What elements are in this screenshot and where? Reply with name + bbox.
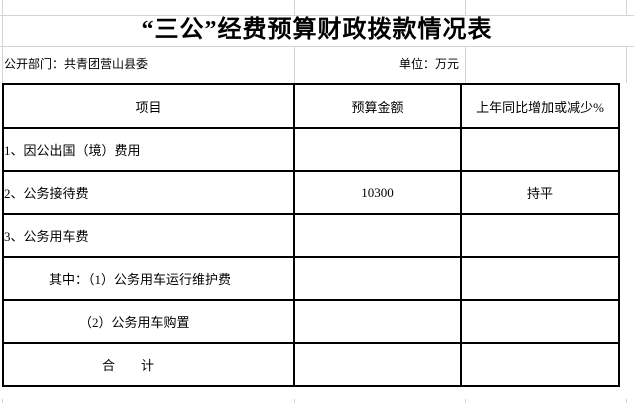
table-row: 2、公务接待费 10300 持平 xyxy=(2,170,620,215)
gridline xyxy=(465,0,466,15)
budget-cell xyxy=(293,299,462,344)
unit-label: 单位：万元 xyxy=(398,57,459,71)
gridline xyxy=(0,46,634,47)
gridline xyxy=(294,0,295,15)
gridline xyxy=(465,46,466,83)
budget-cell xyxy=(293,342,462,387)
item-cell: （2）公务用车购置 xyxy=(2,299,295,344)
gridline xyxy=(626,46,627,83)
gridline xyxy=(2,0,3,15)
table-row-total: 合 计 xyxy=(2,342,620,387)
item-cell: 2、公务接待费 xyxy=(2,170,295,215)
gridline xyxy=(2,399,3,403)
budget-cell xyxy=(293,256,462,301)
table-row: 3、公务用车费 xyxy=(2,213,620,258)
item-cell: 合 计 xyxy=(2,342,295,387)
yoy-cell: 持平 xyxy=(460,170,620,215)
yoy-cell xyxy=(460,213,620,258)
yoy-cell xyxy=(460,127,620,172)
budget-cell xyxy=(293,213,462,258)
gridline xyxy=(294,399,295,403)
gridline xyxy=(2,46,3,83)
gridline xyxy=(626,0,627,15)
yoy-cell xyxy=(460,299,620,344)
yoy-cell xyxy=(460,342,620,387)
budget-cell: 10300 xyxy=(293,170,462,215)
item-cell: 其中：（1）公务用车运行维护费 xyxy=(2,256,295,301)
table-row: 其中：（1）公务用车运行维护费 xyxy=(2,256,620,301)
gridline xyxy=(2,15,3,46)
table-row: 1、因公出国（境）费用 xyxy=(2,127,620,172)
yoy-cell xyxy=(460,256,620,301)
header-row: 项目 预算金额 上年同比增加或减少% xyxy=(2,83,620,129)
gridline xyxy=(626,399,627,403)
gridline xyxy=(465,399,466,403)
item-cell: 3、公务用车费 xyxy=(2,213,295,258)
item-cell: 1、因公出国（境）费用 xyxy=(2,127,295,172)
column-header-item: 项目 xyxy=(2,83,295,129)
budget-cell xyxy=(293,127,462,172)
column-header-budget: 预算金额 xyxy=(293,83,462,129)
column-header-yoy: 上年同比增加或减少% xyxy=(460,83,620,129)
page-title: “三公”经费预算财政拨款情况表 xyxy=(141,17,493,43)
department-label: 公开部门：共青团营山县委 xyxy=(4,57,149,71)
table-row: （2）公务用车购置 xyxy=(2,299,620,344)
budget-table: 项目 预算金额 上年同比增加或减少% 1、因公出国（境）费用 2、公务接待费 1… xyxy=(2,83,620,387)
gridline xyxy=(294,46,295,83)
gridline xyxy=(0,15,634,16)
